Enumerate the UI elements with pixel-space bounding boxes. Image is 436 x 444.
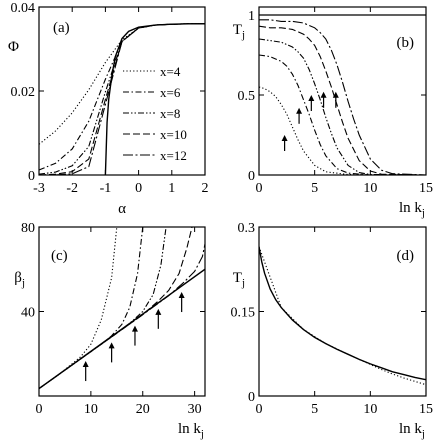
series-line-dash-dot <box>259 54 426 175</box>
plot-frame <box>38 6 206 176</box>
x-tick-label: 0 <box>256 402 263 417</box>
series-line-dashed <box>259 25 426 175</box>
y-tick-label: 1 <box>248 9 255 24</box>
panel-a: -3 -2 -1 0 1 2 0 0.02 0.04 (a) α Φx=4 x=6 x=8 x=10 x=12 <box>8 1 209 217</box>
y-axis-label: Φ <box>8 39 19 55</box>
y-axis-label: βj <box>14 270 25 289</box>
panel-tag: (d) <box>397 248 415 264</box>
y-tick-label: 0.3 <box>238 221 256 236</box>
panel-tag: (c) <box>51 248 68 264</box>
x-tick-label: 5 <box>311 181 318 196</box>
plot-frame <box>258 226 427 397</box>
arrow-head <box>131 325 138 332</box>
arrow-head <box>178 292 185 299</box>
x-axis-label: ln kj <box>399 200 425 219</box>
x-tick-label: -2 <box>66 181 78 196</box>
y-tick-label: 0 <box>28 169 35 184</box>
legend-entry: x=10 <box>160 127 187 142</box>
x-tick-label: 5 <box>311 402 318 417</box>
panel-c: 0 10 20 30 40 80 (c) ln kj βj <box>14 221 206 440</box>
arrow-head <box>155 308 162 315</box>
x-tick-label: 2 <box>202 181 209 196</box>
series-line-x=4 <box>39 23 205 145</box>
arrow-head <box>108 342 115 349</box>
series-line-solid <box>259 246 426 381</box>
x-tick-label: 10 <box>363 402 377 417</box>
x-axis-label: ln kj <box>178 421 204 440</box>
x-axis-label: α <box>118 201 126 217</box>
arrow-head <box>296 107 303 114</box>
panel-tag: (b) <box>397 35 415 51</box>
x-tick-label: 10 <box>84 402 98 417</box>
x-tick-label: 20 <box>136 402 150 417</box>
x-tick-label: -1 <box>100 181 112 196</box>
arrow-head <box>281 135 288 141</box>
y-tick-label: 80 <box>21 221 35 236</box>
y-tick-label: 0 <box>248 169 255 184</box>
y-tick-label: 40 <box>21 306 35 321</box>
legend-entry: x=12 <box>160 148 187 163</box>
y-tick-label: 0.04 <box>11 1 36 16</box>
legend-entry: x=8 <box>160 106 180 121</box>
x-tick-label: 0 <box>36 402 43 417</box>
panel-b: 0 5 10 15 0 0.5 1 (b) ln kj Tj <box>233 6 433 219</box>
panel-tag: (a) <box>53 20 70 36</box>
y-tick-label: 0 <box>248 390 255 405</box>
series-line-dash-dot-dot <box>259 38 426 175</box>
legend: x=4 x=6 x=8 x=10 x=12 <box>123 64 187 163</box>
x-tick-label: 1 <box>168 181 175 196</box>
series-line-long-dash-dot <box>259 19 426 175</box>
legend-entry: x=4 <box>160 64 181 79</box>
legend-entry: x=6 <box>160 85 181 100</box>
x-tick-label: 15 <box>419 181 433 196</box>
arrow-head <box>332 91 339 98</box>
x-tick-label: 0 <box>256 181 263 196</box>
arrow-head <box>320 91 327 98</box>
x-axis-label: ln kj <box>399 421 425 440</box>
plot-frame <box>38 226 206 397</box>
x-tick-label: 15 <box>419 402 433 417</box>
y-axis-label: Tj <box>233 270 245 289</box>
panel-d: 0 5 10 15 0 0.15 0.3 (d) ln kj Tj <box>231 221 434 440</box>
series-line-solid <box>104 23 205 175</box>
arrow-head <box>82 361 89 368</box>
series-line-dotted <box>259 86 426 175</box>
series-line-dotted <box>39 227 118 390</box>
y-axis-label: Tj <box>233 22 245 41</box>
y-tick-label: 0.02 <box>11 85 36 100</box>
plot-frame <box>258 6 427 176</box>
x-tick-label: 0 <box>135 181 142 196</box>
series-line-dotted <box>259 246 426 386</box>
y-tick-label: 0.5 <box>238 89 256 104</box>
x-tick-label: 30 <box>188 402 202 417</box>
x-tick-label: -3 <box>33 181 45 196</box>
y-tick-label: 0.15 <box>231 306 256 321</box>
series-line-long-dash-dot <box>39 243 205 390</box>
arrow-head <box>308 95 315 101</box>
x-tick-label: 10 <box>363 181 377 196</box>
